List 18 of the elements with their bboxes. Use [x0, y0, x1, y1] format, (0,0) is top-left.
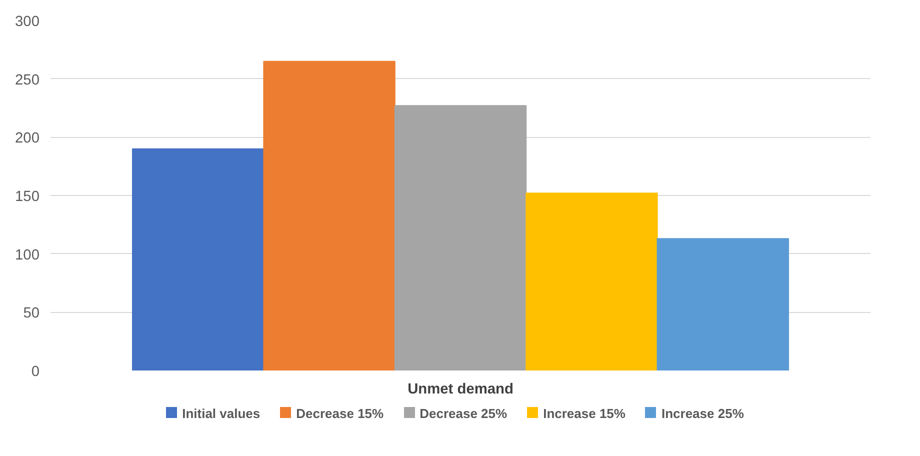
- y-tick-label: 250: [15, 72, 40, 88]
- y-tick-label: 0: [31, 364, 40, 380]
- bar: [526, 192, 658, 370]
- legend-label: Initial values: [181, 406, 260, 421]
- bar: [132, 148, 264, 370]
- legend-label: Increase 15%: [542, 406, 626, 421]
- x-tick-label: Unmet demand: [408, 382, 514, 398]
- y-tick-label: 200: [15, 130, 40, 147]
- legend-label: Decrease 15%: [295, 406, 384, 421]
- legend-label: Increase 25%: [660, 406, 744, 421]
- y-tick-label: 100: [15, 247, 40, 264]
- legend-label: Decrease 25%: [418, 406, 508, 421]
- y-tick-label: 50: [23, 306, 40, 322]
- bar: [394, 105, 527, 370]
- bar: [656, 238, 789, 370]
- bar: [263, 60, 396, 370]
- y-tick-label: 300: [15, 14, 40, 30]
- y-tick-label: 150: [15, 189, 40, 205]
